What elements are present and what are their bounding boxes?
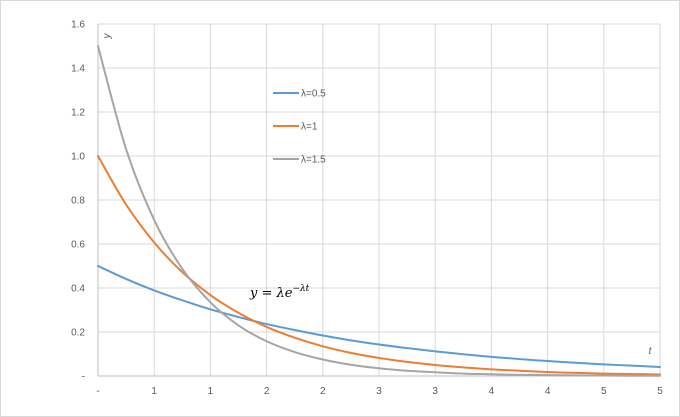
series-lines <box>97 45 661 377</box>
tick-labels: - 0.2 0.4 0.6 0.8 1.0 1.2 1.4 1.6 - 1 1 2 2 3 3 4 4 5 5 <box>71 20 663 398</box>
formula-exponent: −λt <box>292 284 309 294</box>
series-line-3 <box>97 45 661 377</box>
y-tick-label: 1.6 <box>71 20 85 31</box>
y-tick-label: 0.2 <box>71 328 85 339</box>
formula-annotation: y = λe−λt <box>249 284 310 301</box>
legend-label: λ=1.5 <box>301 155 326 166</box>
y-tick-label: 0.4 <box>71 284 85 295</box>
legend-label: λ=0.5 <box>301 89 326 100</box>
formula-main: y = λe <box>249 286 293 301</box>
y-tick-label: 1.2 <box>71 108 85 119</box>
x-tick-label: 2 <box>264 386 270 397</box>
y-tick-label: 0.6 <box>71 240 85 251</box>
y-tick-label: 1.4 <box>71 64 85 75</box>
x-tick-label: 1 <box>151 386 157 397</box>
y-tick-label: 0.8 <box>71 196 85 207</box>
x-tick-label: 3 <box>376 386 382 397</box>
legend-label: λ=1 <box>301 122 318 133</box>
x-tick-label: 4 <box>489 386 495 397</box>
x-tick-label: 3 <box>432 386 438 397</box>
x-tick-label: 2 <box>320 386 326 397</box>
x-axis-title: t <box>649 346 653 357</box>
y-tick-label: 1.0 <box>71 152 85 163</box>
x-tick-label: - <box>96 386 99 397</box>
legend: λ=0.5 λ=1 λ=1.5 <box>273 89 326 166</box>
x-tick-label: 5 <box>601 386 607 397</box>
x-tick-label: 1 <box>208 386 214 397</box>
x-tick-label: 5 <box>657 386 663 397</box>
x-tick-label: 4 <box>545 386 551 397</box>
gridlines <box>98 23 661 376</box>
y-tick-label: - <box>82 372 85 383</box>
y-axis-title: y <box>102 33 113 40</box>
series-line-1 <box>97 265 661 368</box>
